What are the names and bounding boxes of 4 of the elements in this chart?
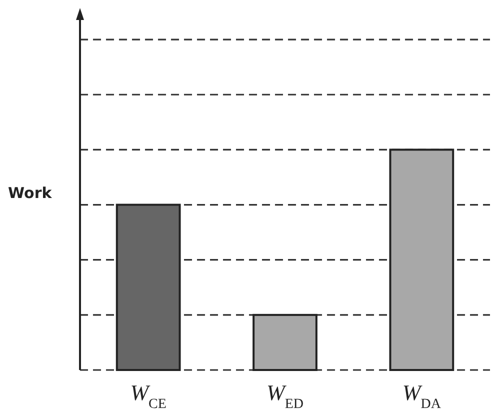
y-axis-title: Work xyxy=(8,184,53,202)
x-tick-label: W$_{ED}$ xyxy=(266,380,304,409)
x-tick-label: W$_{DA}$ xyxy=(402,380,442,409)
x-tick-label: W$_{CE}$ xyxy=(130,380,166,409)
